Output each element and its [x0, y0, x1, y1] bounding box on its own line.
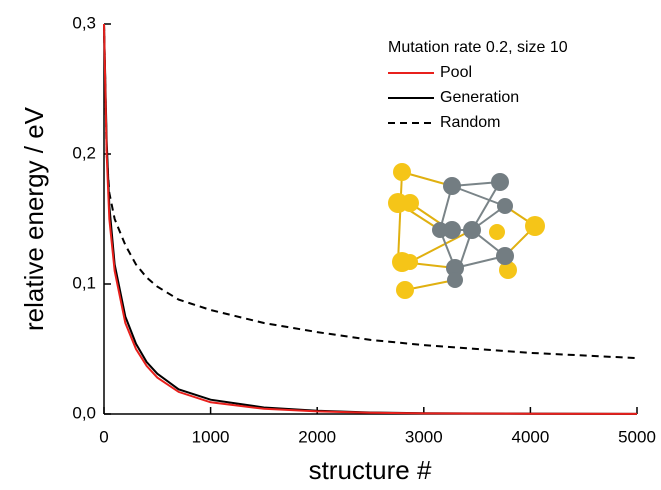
legend-title: Mutation rate 0.2, size 10: [388, 39, 568, 56]
y-tick-label: 0,3: [72, 13, 96, 32]
y-tick-label: 0,0: [72, 403, 96, 422]
x-tick-label: 2000: [298, 427, 336, 446]
series-line: [103, 23, 638, 415]
x-tick-label: 5000: [618, 427, 656, 446]
x-tick-label: 0: [99, 427, 108, 446]
series-line: [103, 23, 638, 360]
y-tick-label: 0,1: [72, 273, 96, 292]
x-tick-label: 3000: [405, 427, 443, 446]
x-axis-title: structure #: [309, 455, 432, 485]
legend-label: Generation: [440, 89, 519, 106]
x-tick-label: 4000: [511, 427, 549, 446]
y-axis-title: relative energy / eV: [19, 106, 49, 331]
legend-label: Pool: [440, 64, 472, 81]
y-tick-label: 0,2: [72, 143, 96, 162]
series-line: [103, 23, 638, 415]
cluster-image: [388, 163, 545, 299]
x-tick-label: 1000: [192, 427, 230, 446]
legend-label: Random: [440, 114, 500, 131]
